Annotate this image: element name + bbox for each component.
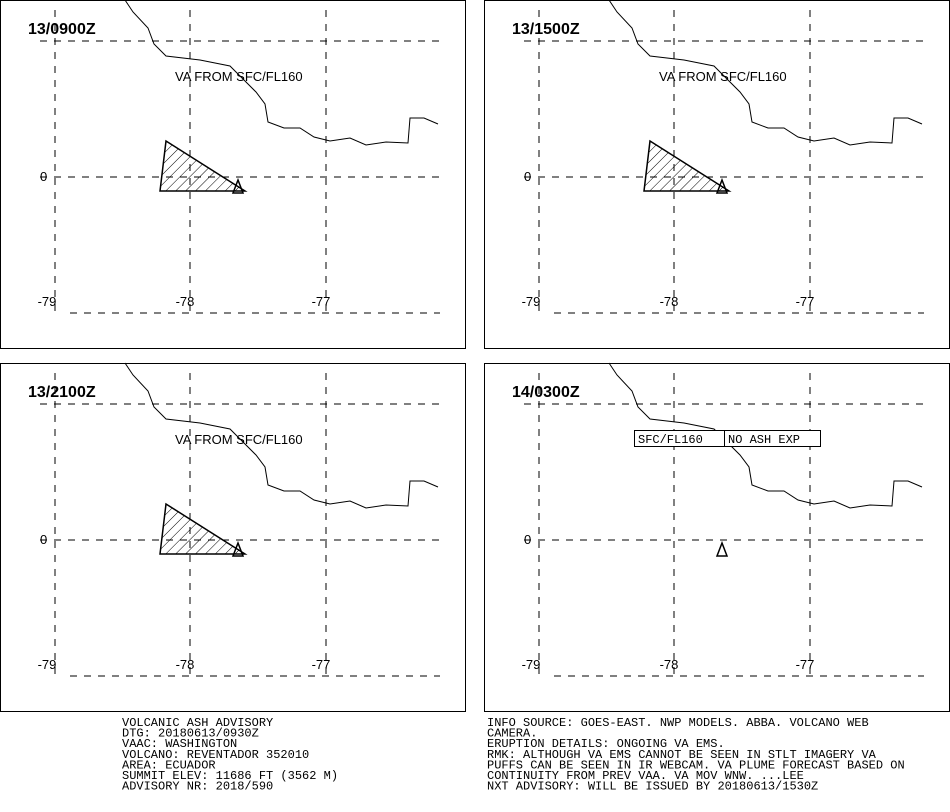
ash-label: VA FROM SFC/FL160 (659, 69, 787, 84)
coastline (124, 362, 439, 509)
lat-label: 0 (524, 169, 531, 184)
lon-label: -78 (660, 657, 679, 672)
ash-status: NO ASH EXP (728, 433, 800, 447)
advisory-line: INFO SOURCE: GOES-EAST. NWP MODELS. ABBA… (487, 716, 869, 730)
ash-cloud (643, 139, 732, 192)
advisory-line: ERUPTION DETAILS: ONGOING VA EMS. (487, 737, 725, 751)
lon-label: -78 (176, 657, 195, 672)
lon-label: -78 (660, 294, 679, 309)
advisory-line: CONTINUITY FROM PREV VAA. VA MOV WNW. ..… (487, 769, 804, 783)
volcano-symbol (715, 540, 729, 557)
valid-time: 13/1500Z (512, 21, 580, 38)
ash-label: VA FROM SFC/FL160 (175, 432, 303, 447)
coastline (124, 0, 439, 146)
lon-label: -77 (312, 657, 331, 672)
panel-frame (0, 0, 466, 349)
lat-label: 0 (40, 169, 47, 184)
advisory-line: RMK: ALTHOUGH VA EMS CANNOT BE SEEN IN S… (487, 748, 877, 762)
lon-label: -79 (38, 294, 57, 309)
lon-label: -77 (312, 294, 331, 309)
valid-time: 13/0900Z (28, 21, 96, 38)
lat-label: 0 (524, 532, 531, 547)
lon-label: -79 (522, 294, 541, 309)
lat-label: 0 (40, 532, 47, 547)
volcano-symbol (715, 177, 729, 194)
volcano-symbol (231, 540, 245, 557)
advisory-line: ADVISORY NR: 2018/590 (122, 780, 273, 794)
lon-label: -79 (38, 657, 57, 672)
coastline (608, 0, 923, 146)
map-panel: 0 -79 -78 -77 14/0300Z SFC/FL160 NO ASH EXP (484, 362, 950, 712)
advisory-line: VOLCANIC ASH ADVISORY (122, 716, 273, 730)
ash-cloud (159, 502, 248, 555)
map-panel: 0 -79 -78 -77 13/2100Z VA FROM SFC/FL160 (0, 362, 466, 712)
ash-cloud (159, 139, 248, 192)
panel-frame (484, 0, 950, 349)
map-panel: 0 -79 -78 -77 13/1500Z VA FROM SFC/FL160 (484, 0, 950, 349)
advisory-line: SUMMIT ELEV: 11686 FT (3562 M) (122, 769, 338, 783)
panel-frame (0, 363, 466, 712)
map-panel: 0 -79 -78 -77 13/0900Z VA FROM SFC/FL160 (0, 0, 466, 349)
volcano-symbol (231, 177, 245, 194)
advisory-line: DTG: 20180613/0930Z (122, 727, 259, 741)
lon-label: -79 (522, 657, 541, 672)
advisory-line: NXT ADVISORY: WILL BE ISSUED BY 20180613… (487, 780, 818, 794)
panel-frame (484, 363, 950, 712)
lon-label: -77 (796, 657, 815, 672)
advisory-line: CAMERA. (487, 727, 537, 741)
ash-label: VA FROM SFC/FL160 (175, 69, 303, 84)
valid-time: 14/0300Z (512, 384, 580, 401)
level-label: SFC/FL160 (638, 433, 703, 447)
valid-time: 13/2100Z (28, 384, 96, 401)
lon-label: -77 (796, 294, 815, 309)
lon-label: -78 (176, 294, 195, 309)
advisory-line: VOLCANO: REVENTADOR 352010 (122, 748, 309, 762)
coastline (608, 362, 923, 509)
label-box (634, 430, 821, 447)
advisory-line: VAAC: WASHINGTON (122, 737, 237, 751)
advisory-line: AREA: ECUADOR (122, 758, 216, 772)
advisory-line: PUFFS CAN BE SEEN IN IR WEBCAM. VA PLUME… (487, 758, 905, 772)
